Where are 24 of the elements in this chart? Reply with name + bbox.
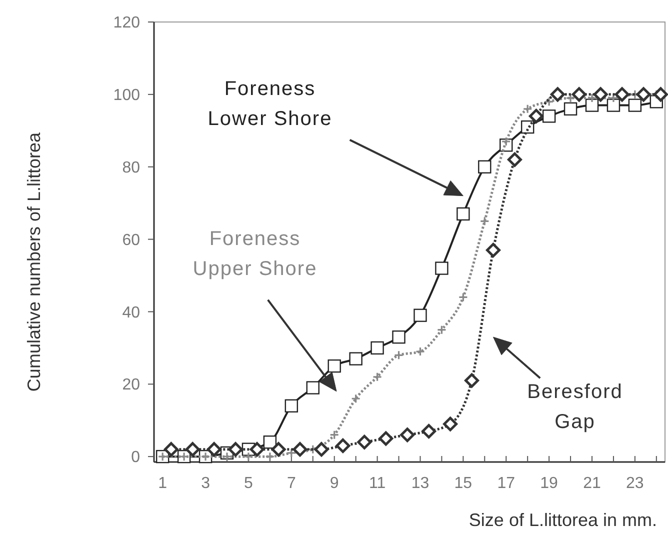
- y-tick-label: 0: [131, 449, 140, 466]
- x-tick-label: 1: [158, 475, 168, 492]
- x-tick-label: 23: [626, 475, 644, 492]
- x-tick-label: 7: [286, 475, 296, 492]
- legend-label: Beresford Gap: [527, 381, 623, 433]
- x-axis-title: Size of L.littorea in mm.: [468, 510, 657, 530]
- y-tick-label: 20: [122, 376, 140, 394]
- x-tick-label: 3: [201, 475, 210, 492]
- x-tick-label: 5: [244, 475, 254, 492]
- x-tick-label: 11: [368, 475, 386, 492]
- y-axis-title: Cumulative numbers of L.littorea: [24, 131, 44, 392]
- y-tick-label: 120: [113, 14, 140, 32]
- x-tick-label: 21: [583, 475, 601, 492]
- y-tick-label: 100: [113, 87, 140, 104]
- text: Foreness Lower Shore: [208, 78, 332, 130]
- y-tick-label: 40: [122, 304, 140, 322]
- y-tick-label: 80: [122, 159, 140, 176]
- text: Foreness Upper Shore: [192, 228, 318, 280]
- x-tick-label: 15: [454, 475, 472, 492]
- x-tick-label: 17: [497, 475, 516, 492]
- x-tick-label: 19: [540, 475, 558, 492]
- x-tick-label: 13: [411, 475, 430, 492]
- x-tick-label: 9: [330, 475, 339, 492]
- y-tick-label: 60: [122, 232, 140, 249]
